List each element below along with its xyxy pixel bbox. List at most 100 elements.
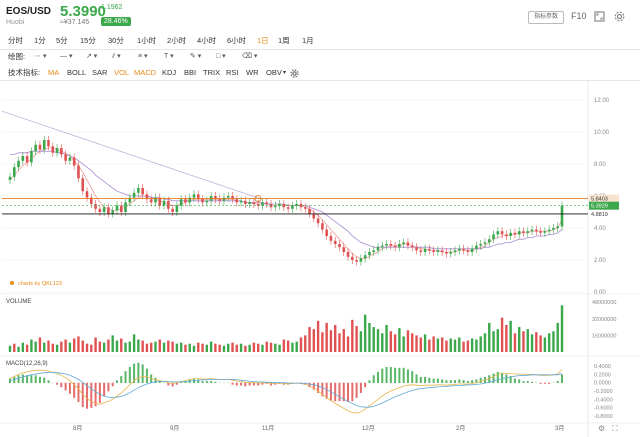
indicator-rsi[interactable]: RSI xyxy=(226,68,239,77)
volume-bar xyxy=(385,325,388,352)
macd-dif-line xyxy=(9,369,563,414)
candle-body xyxy=(470,248,474,252)
macd-histogram-bar xyxy=(98,382,101,403)
indicator-boll[interactable]: BOLL xyxy=(67,68,87,77)
volume-bar xyxy=(115,340,119,352)
candle-body xyxy=(419,250,423,252)
macd-title: MACD(12,26,9) xyxy=(6,361,48,367)
volume-bar xyxy=(107,339,110,352)
ray-tool-icon[interactable]: ↗ ▾ xyxy=(86,53,98,60)
gear-icon[interactable] xyxy=(290,66,299,80)
x-axis-label: 9月 xyxy=(170,425,179,432)
timeframe-tab[interactable]: 6小时 xyxy=(227,36,247,45)
line-tool-icon[interactable]: ⋯ ▾ xyxy=(34,53,47,60)
brush-tool-icon[interactable]: ✎ ▾ xyxy=(190,53,202,60)
volume-bar xyxy=(60,341,63,352)
candle-body xyxy=(380,245,384,248)
indicator-wr[interactable]: WR xyxy=(246,68,259,77)
timeframe-tab[interactable]: 4小时 xyxy=(197,36,217,45)
indicator-settings-button[interactable]: 指标参数 xyxy=(528,11,564,24)
volume-bar xyxy=(423,334,427,352)
volume-bar xyxy=(355,326,358,352)
macd-histogram-bar xyxy=(115,380,118,384)
gear-icon[interactable] xyxy=(614,11,625,22)
candle-body xyxy=(492,234,495,240)
price-level-tag xyxy=(589,209,619,218)
volume-bar xyxy=(261,344,264,352)
candle-body xyxy=(355,260,358,262)
indicator-bbi[interactable]: BBI xyxy=(184,68,197,77)
macd-histogram-bar xyxy=(501,372,504,384)
macd-histogram-bar xyxy=(385,366,388,384)
macd-histogram-bar xyxy=(265,382,268,384)
chevron-down-icon[interactable]: ▾ xyxy=(283,70,287,76)
candle-body xyxy=(111,210,114,214)
macd-histogram-bar xyxy=(334,382,337,402)
price-axis-tick: 8.00 xyxy=(594,162,606,168)
indicator-obv[interactable]: OBV xyxy=(266,68,282,77)
candle-body xyxy=(132,192,136,198)
volume-bar xyxy=(244,345,247,352)
indicator-trix[interactable]: TRIX xyxy=(203,68,221,77)
horizontal-line-tool-icon[interactable]: — ▾ xyxy=(60,53,73,60)
macd-histogram-bar xyxy=(518,379,521,384)
indicator-label: 技术指标: xyxy=(8,68,41,77)
timeframe-tab[interactable]: 5分 xyxy=(56,36,68,45)
indicator-vol[interactable]: VOL xyxy=(114,68,130,77)
fibonacci-tool-icon[interactable]: ≡ ▾ xyxy=(138,53,148,60)
macd-histogram-bar xyxy=(411,371,414,384)
timeframe-tab[interactable]: 2小时 xyxy=(167,36,187,45)
macd-histogram-bar xyxy=(351,382,354,402)
timeframe-tab[interactable]: 15分 xyxy=(80,36,96,45)
timeframe-tab[interactable]: 1周 xyxy=(278,36,290,45)
volume-bar xyxy=(432,336,435,352)
candle-body xyxy=(402,242,405,244)
x-axis-label: 12月 xyxy=(362,425,375,432)
macd-histogram-bar xyxy=(34,375,37,384)
candle-body xyxy=(94,204,97,209)
macd-histogram-bar xyxy=(111,382,114,387)
volume-bar xyxy=(102,342,106,352)
macd-histogram-bar xyxy=(513,378,516,384)
candle-body xyxy=(192,194,196,198)
indicator-kdj[interactable]: KDJ xyxy=(162,68,177,77)
timeframe-tab[interactable]: 30分 xyxy=(108,36,124,45)
candle-body xyxy=(415,247,418,251)
channel-tool-icon[interactable]: ⫽ ▾ xyxy=(112,53,121,60)
macd-histogram-bar xyxy=(128,366,131,384)
candle-body xyxy=(363,255,367,259)
timeframe-tab[interactable]: 1分 xyxy=(34,36,46,45)
macd-histogram-bar xyxy=(338,382,341,402)
shape-tool-icon[interactable]: □ ▾ xyxy=(216,53,226,60)
erase-tool-icon[interactable]: ⌫ ▾ xyxy=(242,53,258,60)
indicator-ma[interactable]: MA xyxy=(48,68,60,77)
f10-button[interactable]: F10 xyxy=(571,11,587,21)
volume-bar xyxy=(411,333,414,352)
candle-body xyxy=(188,197,192,203)
volume-bar xyxy=(137,339,140,352)
text-tool-icon[interactable]: T ▾ xyxy=(164,53,174,60)
timeframe-tab[interactable]: 1日 xyxy=(257,36,269,45)
macd-histogram-bar xyxy=(30,375,33,384)
macd-histogram-bar xyxy=(347,382,350,403)
indicator-macd[interactable]: MACD xyxy=(134,68,157,77)
candle-body xyxy=(398,244,401,248)
volume-bar xyxy=(227,343,230,352)
candle-body xyxy=(201,199,204,203)
volume-bar xyxy=(38,337,42,352)
candle-body xyxy=(149,199,153,203)
symbol-label[interactable]: EOS/USD xyxy=(6,6,52,17)
timeframe-tab[interactable]: 分时 xyxy=(8,36,23,45)
candle-body xyxy=(453,250,457,252)
fullscreen-icon[interactable] xyxy=(594,11,605,22)
volume-bar xyxy=(154,341,157,352)
volume-bar xyxy=(359,331,363,352)
timeframe-tab[interactable]: 1小时 xyxy=(137,36,157,45)
indicator-sar[interactable]: SAR xyxy=(92,68,108,77)
timeframe-tab[interactable]: 1月 xyxy=(302,36,314,45)
candle-body xyxy=(325,229,328,236)
macd-histogram-bar xyxy=(167,382,170,386)
candle-body xyxy=(38,144,42,150)
volume-bar xyxy=(269,342,273,352)
